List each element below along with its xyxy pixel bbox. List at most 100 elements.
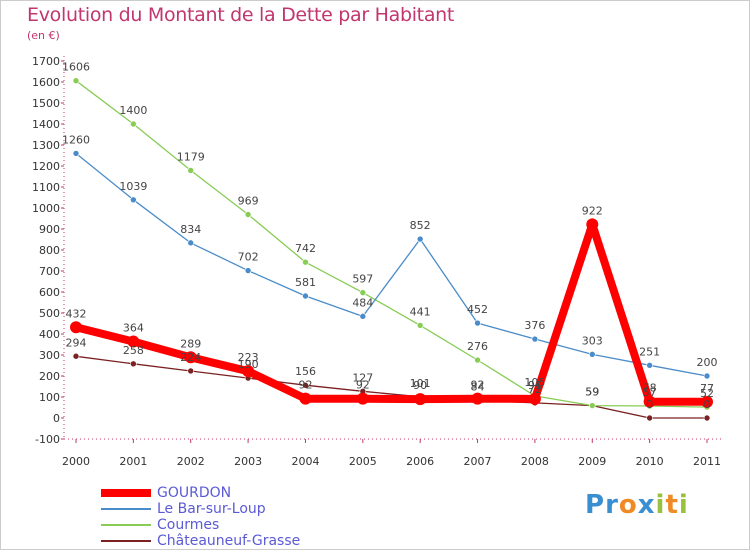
x-tick-label: 2007 (464, 455, 492, 468)
proxiti-logo: Proxiti (585, 490, 689, 520)
x-tick-label: 2006 (406, 455, 434, 468)
data-point-courmes (244, 211, 252, 218)
y-tick-label: 500 (39, 307, 60, 320)
data-point-le-bar-sur-loup (703, 372, 711, 380)
y-tick-label: 200 (39, 370, 60, 383)
data-label-gourdon: 78 (643, 382, 657, 395)
data-point-gourdon (70, 321, 82, 334)
data-point-le-bar-sur-loup (416, 235, 424, 243)
data-point-le-bar-sur-loup (359, 313, 367, 320)
data-point-chateauneuf-grasse (703, 414, 711, 422)
data-label-chateauneuf-grasse: 127 (352, 371, 373, 384)
series-layer (70, 77, 713, 422)
chart-title: Evolution du Montant de la Dette par Hab… (27, 4, 455, 26)
x-tick-label: 2003 (234, 455, 262, 468)
data-label-gourdon: 289 (180, 337, 201, 350)
data-label-chateauneuf-grasse: 156 (295, 365, 316, 378)
x-tick-label: 2010 (636, 455, 664, 468)
data-label-le-bar-sur-loup: 1039 (119, 180, 147, 193)
logo-letter: x (637, 490, 656, 520)
data-point-gourdon (184, 351, 197, 364)
y-tick-label: 1100 (32, 181, 60, 194)
y-tick-label: 600 (39, 286, 60, 299)
y-tick-label: 900 (39, 223, 60, 236)
data-point-courmes (359, 289, 367, 296)
logo-letter: i (678, 490, 689, 520)
data-point-gourdon (127, 335, 140, 348)
series-line-le-bar-sur-loup (75, 152, 708, 377)
legend-swatch (101, 508, 151, 510)
logo-letter: t (665, 490, 679, 520)
data-label-gourdon: 77 (700, 382, 714, 395)
data-point-le-bar-sur-loup (588, 351, 596, 358)
data-point-courmes (130, 120, 137, 128)
data-label-courmes: 59 (585, 386, 599, 399)
legend-label: Courmes (157, 517, 220, 533)
x-tick-label: 2001 (119, 455, 147, 468)
data-label-courmes: 742 (295, 242, 316, 255)
x-tick-label: 2004 (291, 455, 319, 468)
y-tick-label: 1500 (32, 97, 60, 110)
data-label-chateauneuf-grasse: 294 (66, 336, 87, 349)
y-tick-label: 0 (53, 412, 60, 425)
data-point-gourdon (701, 395, 713, 408)
data-label-courmes: 57 (643, 386, 657, 399)
series-line-courmes (75, 80, 708, 408)
legend-swatch (101, 489, 151, 497)
data-point-le-bar-sur-loup (187, 239, 195, 247)
data-point-le-bar-sur-loup (244, 267, 252, 274)
x-tick-label: 2005 (349, 455, 377, 468)
data-label-le-bar-sur-loup: 484 (352, 296, 373, 309)
data-label-chateauneuf-grasse: 0 (704, 398, 711, 411)
data-label-chateauneuf-grasse: 72 (528, 383, 542, 396)
data-point-courmes (302, 258, 309, 266)
data-point-chateauneuf-grasse (187, 367, 195, 375)
data-point-gourdon (586, 218, 599, 231)
data-point-le-bar-sur-loup (302, 292, 309, 300)
x-tick-label: 2008 (521, 455, 549, 468)
data-point-chateauneuf-grasse (130, 360, 137, 368)
y-tick-label: 1000 (32, 202, 60, 215)
legend-label: Châteauneuf-Grasse (157, 533, 301, 549)
data-point-gourdon (471, 392, 484, 405)
data-label-gourdon: 922 (582, 204, 603, 217)
y-tick-label: 1700 (32, 55, 60, 68)
data-label-gourdon: 92 (356, 379, 370, 392)
data-label-chateauneuf-grasse: 0 (646, 398, 653, 411)
logo-letter: P (585, 490, 606, 520)
data-point-le-bar-sur-loup (474, 319, 481, 327)
logo-letter: o (618, 490, 638, 520)
data-label-le-bar-sur-loup: 581 (295, 276, 316, 289)
legend-label: Le Bar-sur-Loup (157, 501, 266, 517)
data-label-le-bar-sur-loup: 852 (410, 219, 431, 232)
y-tick-label: 1300 (32, 139, 60, 152)
data-point-courmes (416, 322, 424, 329)
series-line-gourdon (72, 220, 711, 406)
y-tick-label: 700 (39, 265, 60, 278)
data-point-gourdon (414, 393, 427, 406)
data-point-courmes (72, 77, 80, 85)
data-label-courmes: 1400 (119, 104, 147, 117)
data-labels: 432 364 289 223 92 92 90 92 91 922 78 77 1260 1039 834… (62, 61, 718, 411)
data-label-gourdon: 90 (413, 379, 427, 392)
data-label-gourdon: 432 (66, 307, 87, 320)
x-tick-label: 2009 (578, 455, 606, 468)
data-label-chateauneuf-grasse: 101 (410, 377, 431, 390)
legend-swatch (101, 540, 151, 542)
data-label-le-bar-sur-loup: 702 (238, 251, 259, 264)
series-line-chateauneuf-grasse (75, 355, 708, 419)
data-point-le-bar-sur-loup (130, 196, 137, 204)
data-label-le-bar-sur-loup: 452 (467, 303, 488, 316)
data-label-gourdon: 92 (298, 379, 312, 392)
y-tick-label: 1400 (32, 118, 60, 131)
data-label-chateauneuf-grasse: 258 (123, 344, 144, 357)
data-point-gourdon (356, 392, 369, 405)
logo-letter: i (655, 490, 666, 520)
data-point-le-bar-sur-loup (531, 335, 539, 343)
data-point-courmes (474, 356, 481, 364)
data-label-courmes: 597 (352, 273, 373, 286)
data-point-chateauneuf-grasse (72, 352, 80, 360)
y-tick-label: -100 (35, 433, 60, 446)
y-tick-label: 1200 (32, 160, 60, 173)
